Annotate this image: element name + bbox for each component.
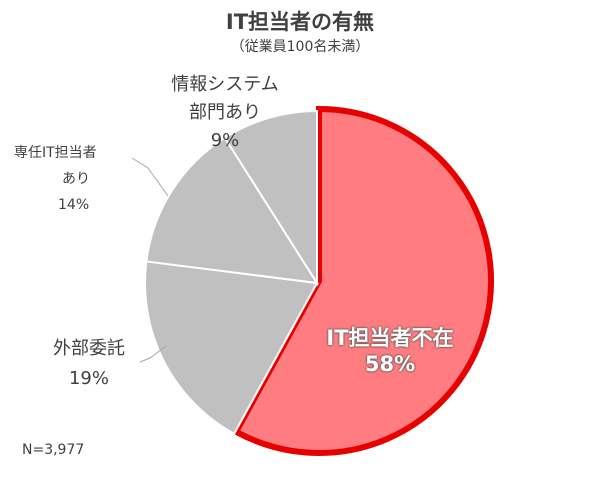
- slice-label-it-department-line1: 情報システム: [171, 74, 279, 95]
- slice-label-dedicated-staff-line2: あり: [62, 171, 90, 187]
- slice-it-department: [223, 109, 318, 287]
- slice-label-it-department: 情報システム 部門あり 9%: [160, 76, 290, 150]
- slice-label-dedicated-staff-line1: 専任IT担当者: [14, 145, 97, 161]
- slice-label-it-absent: IT担当者不在 58%: [300, 322, 480, 376]
- chart-subtitle: （従業員100名未満）: [230, 39, 370, 55]
- leader-line-dedicated-staff: [131, 157, 169, 197]
- slice-label-it-absent-name: IT担当者不在: [326, 326, 454, 350]
- slice-label-it-department-value: 9%: [210, 130, 240, 151]
- slice-label-outsourced-value: 19%: [68, 368, 109, 389]
- slice-label-outsourced: 外部委託 19%: [34, 340, 144, 388]
- slice-label-outsourced-name: 外部委託: [53, 338, 125, 359]
- slice-it-absent: [232, 105, 494, 456]
- sample-size-note: N=3,977: [22, 442, 85, 458]
- slice-label-dedicated-staff-value: 14%: [58, 197, 90, 213]
- slice-dedicated-staff: [145, 136, 319, 285]
- slice-outsourced: [144, 260, 319, 436]
- leader-line-outsourced: [139, 345, 167, 363]
- chart-title: IT担当者の有無: [225, 10, 375, 34]
- slice-label-it-department-line2: 部門あり: [189, 102, 261, 123]
- slice-label-it-absent-value: 58%: [364, 352, 416, 376]
- slice-label-dedicated-staff: 専任IT担当者 あり 14%: [14, 146, 136, 212]
